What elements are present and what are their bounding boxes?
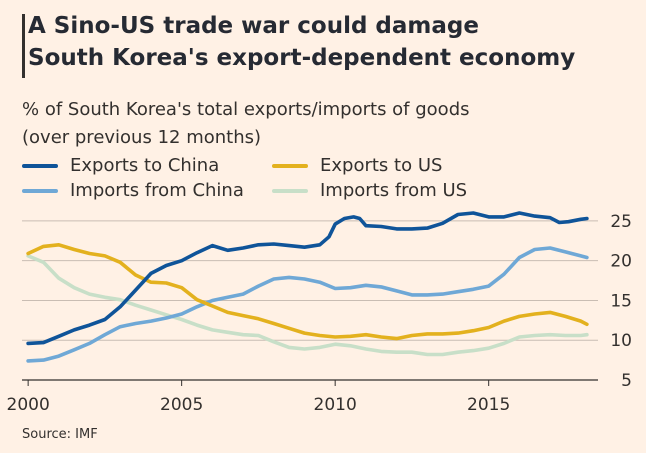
legend-item-imports-china: Imports from China [22,180,244,202]
series-line-exports-to-us [26,243,589,341]
source-note: Source: IMF [22,427,98,442]
legend-item-exports-us: Exports to US [272,155,442,177]
y-tick-label-5: 5 [621,371,632,391]
chart-subtitle: % of South Korea's total exports/imports… [22,96,582,152]
chart-subtitle-line-1: % of South Korea's total exports/imports… [22,99,470,120]
x-tick-label-2005: 2005 [160,395,203,415]
series-line-imports-from-us [26,254,589,357]
legend-label-imports-us: Imports from US [320,180,468,201]
chart-title: A Sino-US trade war could damage South K… [28,10,628,74]
legend-label-exports-us: Exports to US [320,155,443,176]
legend-label-imports-china: Imports from China [70,180,244,201]
chart-title-line-1: A Sino-US trade war could damage [28,13,479,39]
y-tick-label-10: 10 [610,331,632,351]
y-tick-label-25: 25 [610,212,632,232]
chart-legend: Exports to China Imports from China Expo… [22,155,622,203]
x-tick-label-2015: 2015 [467,395,510,415]
legend-item-exports-china: Exports to China [22,155,219,177]
chart-subtitle-line-2: (over previous 12 months) [22,127,262,148]
chart-title-line-2: South Korea's export-dependent economy [28,45,576,71]
series-line-exports-to-china [26,211,589,346]
title-accent-bar [22,14,25,78]
legend-swatch-exports-china [22,164,58,168]
x-tick-label-2000: 2000 [7,395,50,415]
legend-swatch-imports-us [272,189,308,193]
y-tick-label-20: 20 [610,252,632,272]
legend-label-exports-china: Exports to China [70,155,220,176]
legend-swatch-exports-us [272,164,308,168]
x-tick-label-2010: 2010 [314,395,357,415]
legend-item-imports-us: Imports from US [272,180,467,202]
legend-swatch-imports-china [22,189,58,193]
series-line-imports-from-china [26,246,589,363]
y-tick-label-15: 15 [610,291,632,311]
